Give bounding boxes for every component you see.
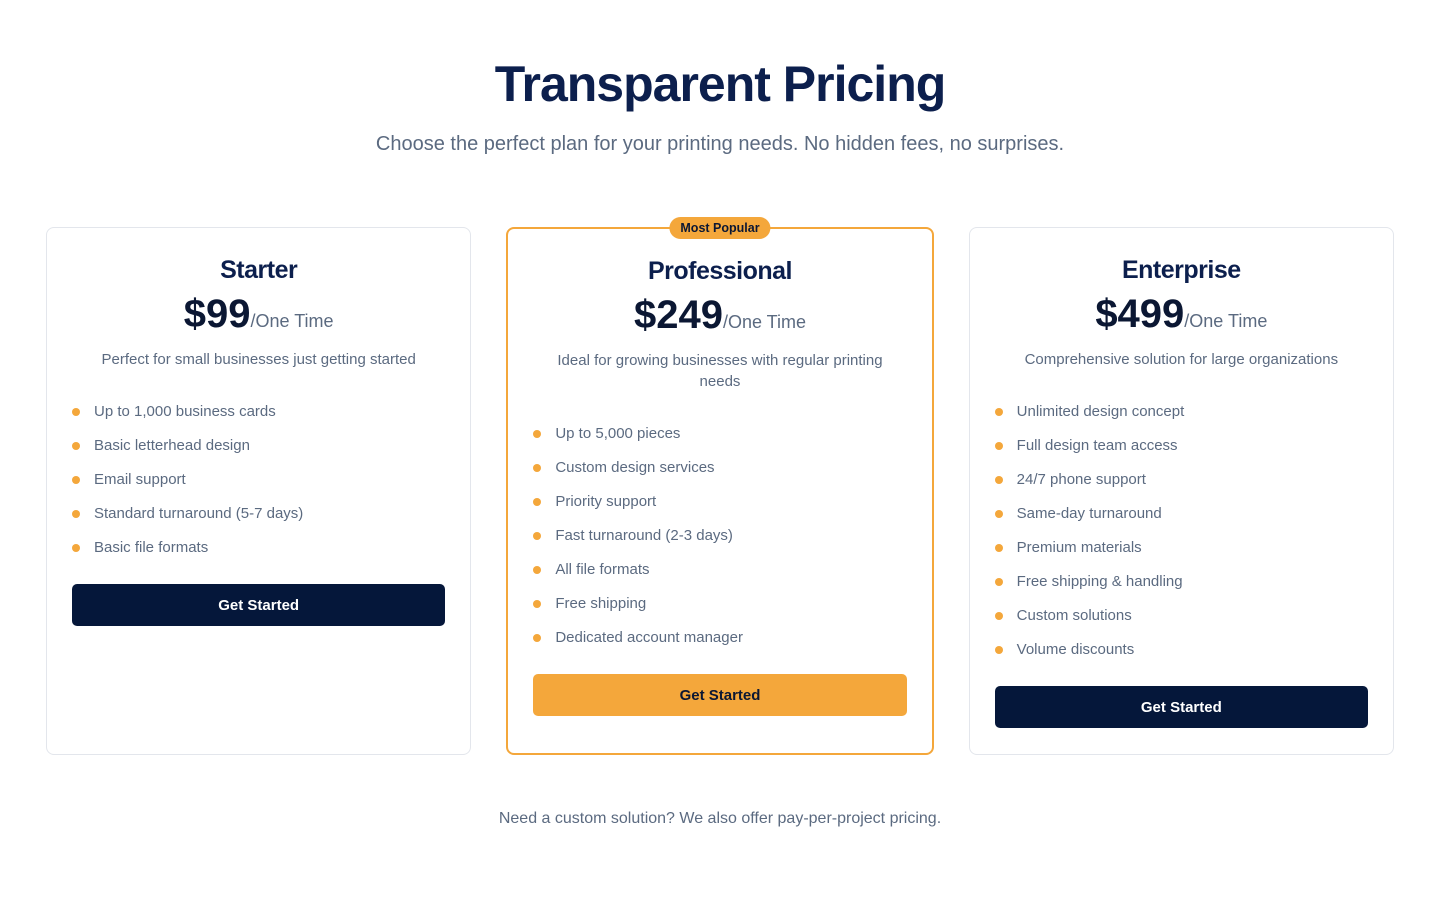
feature-item: Dedicated account manager [533, 629, 906, 663]
feature-item: Up to 5,000 pieces [533, 425, 906, 459]
price-amount: $499 [1095, 292, 1185, 336]
feature-item: 24/7 phone support [994, 471, 1368, 505]
bullet-icon [994, 646, 1003, 654]
plan-description: Ideal for growing businesses with regula… [557, 352, 883, 390]
feature-list: Up to 1,000 business cards Basic letterhe… [72, 403, 445, 573]
price-period: /One Time [722, 312, 806, 332]
feature-item: Free shipping & handling [994, 573, 1368, 607]
price-period: /One Time [1184, 311, 1268, 331]
feature-label: Dedicated account manager [555, 629, 743, 646]
feature-item: Unlimited design concept [994, 403, 1368, 437]
plan-description: Comprehensive solution for large organiz… [1024, 351, 1339, 368]
feature-item: Priority support [533, 493, 906, 527]
pricing-cards: Starter $99/One Time Perfect for small b… [0, 217, 1440, 755]
get-started-button[interactable]: Get Started [533, 674, 907, 716]
plan-price: $499/One Time [995, 292, 1368, 345]
feature-label: Up to 5,000 pieces [555, 425, 681, 442]
page-subtitle: Choose the perfect plan for your printin… [375, 133, 1065, 155]
plan-card-professional: Most Popular Professional $249/One Time I… [506, 217, 934, 755]
bullet-icon [994, 408, 1003, 416]
feature-label: Custom solutions [1016, 607, 1132, 624]
bullet-icon [533, 600, 542, 608]
feature-item: Custom solutions [994, 607, 1368, 641]
bullet-icon [533, 566, 542, 574]
plan-price: $249/One Time [533, 293, 906, 346]
feature-label: 24/7 phone support [1016, 471, 1146, 488]
feature-item: Basic letterhead design [72, 437, 445, 471]
feature-label: Unlimited design concept [1016, 403, 1185, 420]
feature-item: All file formats [533, 561, 906, 595]
feature-list: Up to 5,000 pieces Custom design services… [533, 425, 906, 663]
feature-item: Same-day turnaround [994, 505, 1368, 539]
plan-name: Professional [647, 257, 793, 285]
feature-label: Full design team access [1016, 437, 1178, 454]
feature-label: Custom design services [555, 459, 715, 476]
footer-note: Need a custom solution? We also offer pa… [498, 810, 942, 827]
plan-card-starter: Starter $99/One Time Perfect for small b… [46, 227, 472, 755]
feature-item: Basic file formats [72, 539, 445, 573]
plan-name: Enterprise [1121, 256, 1241, 284]
feature-item: Standard turnaround (5-7 days) [72, 505, 445, 539]
feature-label: Email support [94, 471, 186, 488]
feature-label: Basic file formats [94, 539, 209, 556]
feature-label: Priority support [555, 493, 657, 510]
bullet-icon [994, 476, 1003, 484]
feature-label: Basic letterhead design [94, 437, 250, 454]
feature-label: Fast turnaround (2-3 days) [555, 527, 733, 544]
feature-item: Email support [72, 471, 445, 505]
feature-label: Volume discounts [1016, 641, 1135, 658]
feature-item: Free shipping [533, 595, 906, 629]
plan-card-enterprise: Enterprise $499/One Time Comprehensive s… [968, 227, 1394, 755]
bullet-icon [994, 442, 1003, 450]
feature-list: Unlimited design concept Full design team… [994, 403, 1368, 675]
get-started-button[interactable]: Get Started [72, 584, 446, 626]
plan-name: Starter [220, 256, 298, 284]
bullet-icon [533, 464, 542, 472]
bullet-icon [533, 532, 542, 540]
bullet-icon [72, 442, 80, 450]
feature-item: Full design team access [994, 437, 1368, 471]
bullet-icon [72, 408, 80, 416]
bullet-icon [533, 430, 542, 438]
feature-item: Volume discounts [994, 641, 1368, 675]
bullet-icon [994, 578, 1003, 586]
plan-description: Perfect for small businesses just gettin… [101, 351, 416, 368]
feature-label: Free shipping [555, 595, 647, 612]
price-amount: $99 [183, 292, 251, 336]
feature-item: Up to 1,000 business cards [72, 403, 445, 437]
feature-item: Fast turnaround (2-3 days) [533, 527, 906, 561]
page-title: Transparent Pricing [494, 56, 947, 112]
bullet-icon [72, 476, 80, 484]
plan-price: $99/One Time [72, 292, 445, 345]
feature-item: Premium materials [994, 539, 1368, 573]
bullet-icon [72, 544, 80, 552]
get-started-button[interactable]: Get Started [994, 686, 1368, 728]
bullet-icon [533, 498, 542, 506]
bullet-icon [533, 634, 542, 642]
price-amount: $249 [633, 293, 723, 337]
feature-label: Standard turnaround (5-7 days) [94, 505, 304, 522]
feature-label: All file formats [555, 561, 650, 578]
price-period: /One Time [250, 311, 334, 331]
bullet-icon [994, 510, 1003, 518]
bullet-icon [994, 544, 1003, 552]
feature-label: Same-day turnaround [1016, 505, 1162, 522]
bullet-icon [994, 612, 1003, 620]
bullet-icon [72, 510, 80, 518]
popular-badge: Most Popular [669, 217, 771, 239]
feature-label: Free shipping & handling [1016, 573, 1183, 590]
feature-label: Premium materials [1016, 539, 1142, 556]
feature-item: Custom design services [533, 459, 906, 493]
feature-label: Up to 1,000 business cards [94, 403, 276, 420]
